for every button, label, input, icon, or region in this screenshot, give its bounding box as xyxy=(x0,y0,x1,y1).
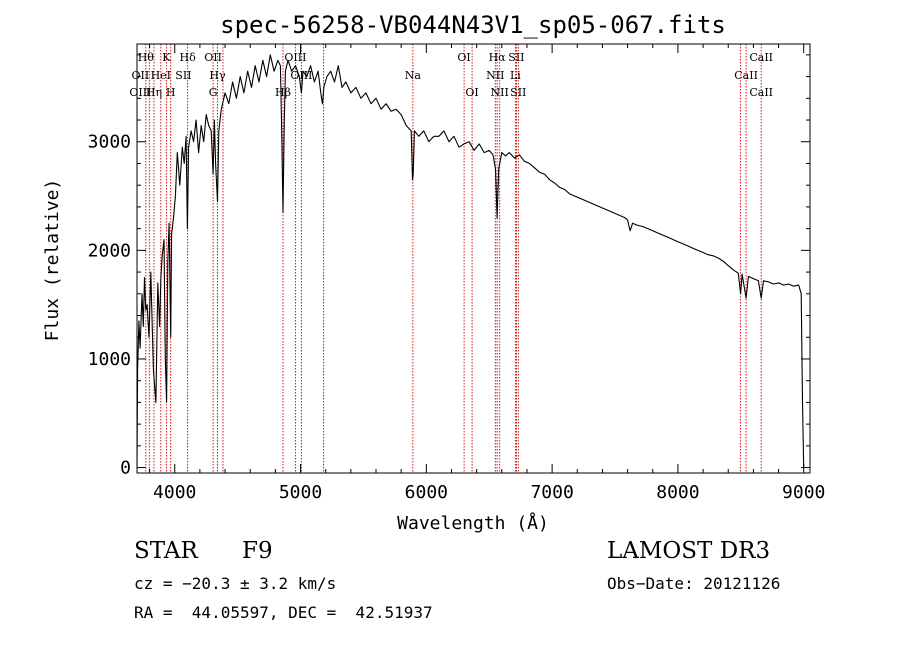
redshift-text: cz = −20.3 ± 3.2 km/s xyxy=(134,574,337,593)
spectral-line-label: K xyxy=(162,51,171,64)
spectral-line-label: Hθ xyxy=(138,51,155,64)
spectral-line-label: OIII xyxy=(290,69,312,82)
spectral-line-label: HeI xyxy=(151,69,171,82)
spectral-line-label: OI xyxy=(457,51,470,64)
spectral-line-label: NII xyxy=(486,69,504,82)
spectral-line-label: CaII xyxy=(734,69,758,82)
y-tick-label: 1000 xyxy=(88,349,131,370)
x-tick-label: 8000 xyxy=(656,482,699,503)
spectral-line-label: OII xyxy=(132,69,150,82)
series-layer xyxy=(136,54,805,468)
spectral-line-label: Hγ xyxy=(209,69,226,82)
spectral-line-label: H xyxy=(166,86,176,99)
axes: 4000 5000 6000 7000 8000 9000 0 1000 2000 3000 xyxy=(88,44,825,503)
y-tick-label: 3000 xyxy=(88,132,131,153)
x-tick-label: 7000 xyxy=(530,482,573,503)
object-class: STAR xyxy=(134,538,198,564)
spectral-line-label: Hδ xyxy=(179,51,196,64)
x-tick-label: 5000 xyxy=(279,482,322,503)
line-markers xyxy=(145,44,762,473)
spectral-line-label: OI xyxy=(465,86,478,99)
spectral-line-label: G xyxy=(209,86,218,99)
x-tick-label: 9000 xyxy=(782,482,825,503)
spectral-line-label: Hβ xyxy=(275,86,291,99)
spectral-line-label: SII xyxy=(510,86,526,99)
spectral-line-label: OIII xyxy=(129,86,151,99)
survey-name: LAMOST DR3 xyxy=(607,538,771,564)
coordinates-text: RA = 44.05597, DEC = 42.51937 xyxy=(134,603,433,622)
spectral-line-label: Li xyxy=(510,69,521,82)
spectrum-line xyxy=(136,54,805,468)
x-axis-label: Wavelength (Å) xyxy=(397,512,549,534)
spectral-line-label: OII xyxy=(204,51,222,64)
spectral-line-label: SII xyxy=(175,69,191,82)
chart-title: spec-56258-VB044N43V1_sp05-067.fits xyxy=(220,11,726,39)
object-subclass: F9 xyxy=(242,538,273,564)
spectral-line-label: Hα xyxy=(489,51,507,64)
spectral-line-label: SII xyxy=(508,51,524,64)
y-axis-label: Flux (relative) xyxy=(42,179,63,342)
spectral-line-label: Hη xyxy=(146,86,162,99)
spectral-line-label: Na xyxy=(405,69,422,82)
y-tick-label: 2000 xyxy=(88,240,131,261)
spectral-line-label: CaII xyxy=(749,51,773,64)
spectral-line-label: NII xyxy=(491,86,509,99)
observation-date: Obs−Date: 20121126 xyxy=(607,574,781,593)
spectral-line-label: OIII xyxy=(284,51,306,64)
spectral-line-label: CaII xyxy=(749,86,773,99)
y-tick-label: 0 xyxy=(120,458,131,479)
x-tick-label: 4000 xyxy=(153,482,196,503)
plot-frame xyxy=(136,43,811,474)
x-tick-label: 6000 xyxy=(405,482,448,503)
